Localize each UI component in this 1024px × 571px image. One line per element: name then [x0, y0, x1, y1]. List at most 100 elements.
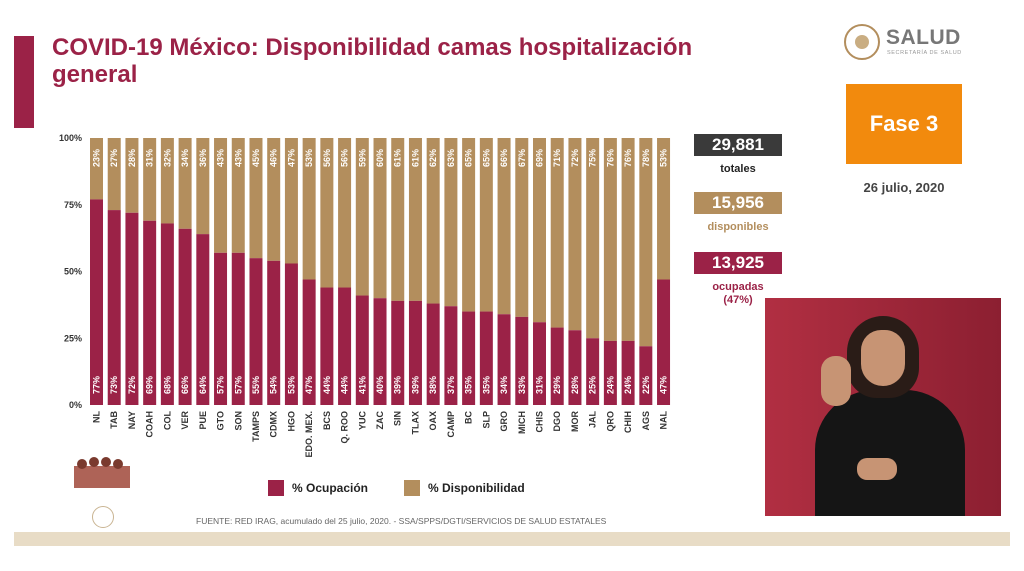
- bar-ocupacion: [373, 298, 387, 405]
- data-label-ocupacion: 39%: [393, 376, 403, 394]
- bar-ocupacion: [178, 228, 192, 405]
- bar-ocupacion: [586, 338, 600, 405]
- data-label-disponibilidad: 76%: [605, 149, 615, 167]
- y-tick-label: 75%: [64, 200, 82, 210]
- data-label-ocupacion: 33%: [517, 376, 527, 394]
- data-label-ocupacion: 47%: [304, 376, 314, 394]
- data-label-disponibilidad: 27%: [109, 149, 119, 167]
- x-category-label: OAX: [428, 411, 438, 431]
- x-category-label: NAY: [127, 411, 137, 429]
- x-category-label: SIN: [393, 411, 403, 426]
- data-label-ocupacion: 34%: [499, 376, 509, 394]
- data-label-ocupacion: 68%: [162, 376, 172, 394]
- data-label-ocupacion: 35%: [481, 376, 491, 394]
- interpreter-hand: [821, 356, 851, 406]
- data-label-disponibilidad: 71%: [552, 149, 562, 167]
- data-label-disponibilidad: 53%: [659, 149, 669, 167]
- bar-ocupacion: [497, 314, 511, 405]
- bar-disponibilidad: [320, 138, 334, 288]
- x-category-label: DGO: [552, 411, 562, 432]
- bottom-decor-bar: [14, 532, 1010, 546]
- interpreter-face: [861, 330, 905, 386]
- x-category-label: BCS: [322, 411, 332, 430]
- data-label-disponibilidad: 32%: [162, 149, 172, 167]
- totales-label: totales: [720, 163, 756, 175]
- data-label-disponibilidad: 23%: [92, 149, 102, 167]
- bar-ocupacion: [196, 234, 210, 405]
- bar-disponibilidad: [355, 138, 369, 296]
- data-label-ocupacion: 28%: [570, 376, 580, 394]
- data-label-disponibilidad: 56%: [340, 149, 350, 167]
- sign-language-interpreter-video: [765, 298, 1001, 516]
- bar-disponibilidad: [639, 138, 653, 347]
- data-label-disponibilidad: 34%: [180, 149, 190, 167]
- bar-disponibilidad: [603, 138, 617, 341]
- bar-disponibilidad: [657, 138, 671, 280]
- data-label-ocupacion: 73%: [109, 376, 119, 394]
- data-label-disponibilidad: 59%: [357, 149, 367, 167]
- bar-disponibilidad: [462, 138, 476, 312]
- data-label-disponibilidad: 63%: [446, 149, 456, 167]
- data-label-disponibilidad: 75%: [588, 149, 598, 167]
- x-category-label: VER: [180, 411, 190, 430]
- data-label-ocupacion: 66%: [180, 376, 190, 394]
- bar-disponibilidad: [373, 138, 387, 299]
- historic-figures-icon: [72, 452, 132, 496]
- x-category-label: TAMPS: [251, 411, 261, 442]
- x-category-label: JAL: [588, 411, 598, 429]
- bar-ocupacion: [444, 306, 458, 405]
- data-label-disponibilidad: 46%: [269, 149, 279, 167]
- bar-disponibilidad: [196, 138, 210, 235]
- bar-disponibilidad: [444, 138, 458, 307]
- salud-logo: SALUD SECRETARÍA DE SALUD: [844, 24, 974, 64]
- x-category-label: COAH: [145, 411, 155, 438]
- bar-disponibilidad: [302, 138, 316, 280]
- bar-disponibilidad: [107, 138, 121, 211]
- legend-label-ocupacion: % Ocupación: [292, 481, 369, 495]
- x-category-label: ZAC: [375, 411, 385, 430]
- title-accent-bar: [14, 36, 34, 128]
- totales-value: 29,881: [694, 134, 782, 156]
- x-category-label: MICH: [517, 411, 527, 434]
- bar-disponibilidad: [178, 138, 192, 229]
- eagle-seal-icon: [844, 24, 880, 60]
- bar-ocupacion: [391, 300, 405, 405]
- bar-ocupacion: [125, 212, 139, 405]
- bar-disponibilidad: [533, 138, 546, 323]
- bar-ocupacion: [320, 287, 334, 405]
- x-category-label: CHIS: [535, 411, 545, 433]
- bar-ocupacion: [533, 322, 546, 405]
- data-label-disponibilidad: 78%: [641, 149, 651, 167]
- x-category-label: TAB: [109, 411, 119, 429]
- logo-subtext: SECRETARÍA DE SALUD: [887, 50, 962, 56]
- bar-ocupacion: [621, 340, 635, 405]
- bar-ocupacion: [267, 260, 281, 405]
- bar-ocupacion: [231, 252, 245, 405]
- data-label-disponibilidad: 61%: [410, 149, 420, 167]
- bar-disponibilidad: [249, 138, 263, 259]
- bar-ocupacion: [568, 330, 582, 405]
- bar-ocupacion: [639, 346, 653, 405]
- data-label-disponibilidad: 53%: [304, 149, 314, 167]
- x-category-label: CHIH: [623, 411, 633, 433]
- data-label-ocupacion: 39%: [410, 376, 420, 394]
- data-label-disponibilidad: 61%: [393, 149, 403, 167]
- x-category-label: SLP: [481, 411, 491, 429]
- data-label-ocupacion: 22%: [641, 376, 651, 394]
- data-label-disponibilidad: 69%: [535, 149, 545, 167]
- x-category-label: CAMP: [446, 411, 456, 438]
- bar-disponibilidad: [231, 138, 245, 253]
- data-label-ocupacion: 41%: [357, 376, 367, 394]
- bar-disponibilidad: [621, 138, 635, 341]
- data-label-disponibilidad: 66%: [499, 149, 509, 167]
- data-label-disponibilidad: 65%: [481, 149, 491, 167]
- legend-swatch-ocupacion: [268, 480, 284, 496]
- bar-ocupacion: [249, 258, 263, 405]
- bar-disponibilidad: [586, 138, 600, 339]
- bar-disponibilidad: [338, 138, 352, 288]
- bar-disponibilidad: [267, 138, 281, 261]
- data-label-ocupacion: 64%: [198, 376, 208, 394]
- x-category-label: COL: [162, 411, 172, 431]
- bar-ocupacion: [90, 199, 103, 405]
